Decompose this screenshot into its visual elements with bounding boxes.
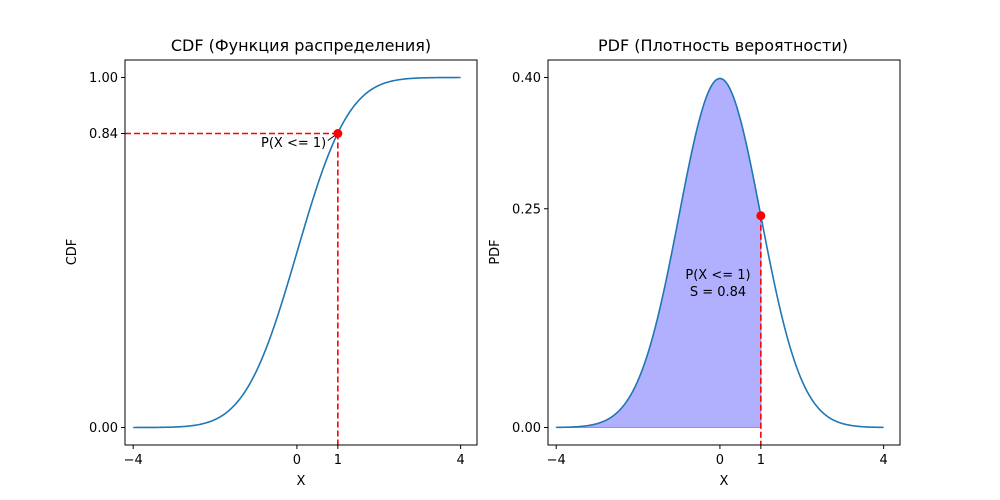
cdf-ticks: −4 0 1 4 0.00 0.84 1.00 <box>89 71 465 468</box>
pdf-x-tick-label: −4 <box>547 453 566 468</box>
pdf-y-tick-label: 0.40 <box>512 71 541 86</box>
cdf-x-tick-label: 4 <box>456 453 464 468</box>
pdf-x-axis-label: X <box>720 474 729 489</box>
cdf-x-axis-label: X <box>297 474 306 489</box>
cdf-annotation: P(X <= 1) <box>261 136 326 151</box>
cdf-panel: CDF (Функция распределения) −4 0 1 4 0.00 0.8… <box>65 36 478 489</box>
cdf-x-tick-label: 0 <box>293 453 301 468</box>
cdf-title: CDF (Функция распределения) <box>171 36 431 55</box>
pdf-y-tick-label: 0.00 <box>512 421 541 436</box>
pdf-plot-area <box>555 77 884 445</box>
pdf-x-tick-label: 1 <box>757 453 765 468</box>
pdf-axes-frame <box>547 59 901 446</box>
pdf-ticks: −4 0 1 4 0.00 0.25 0.40 <box>512 71 888 468</box>
cdf-y-tick-label: 1.00 <box>89 71 118 86</box>
cdf-x-tick-label: −4 <box>124 453 143 468</box>
pdf-shaded-area <box>555 77 762 428</box>
cdf-curve <box>133 76 461 429</box>
pdf-x-tick-label: 4 <box>879 453 887 468</box>
pdf-annotation-line-2: S = 0.84 <box>690 285 746 300</box>
pdf-annotation-line-1: P(X <= 1) <box>685 268 750 283</box>
pdf-title: PDF (Плотность вероятности) <box>598 36 848 55</box>
cdf-point-marker <box>333 129 343 138</box>
cdf-axes-frame <box>124 59 478 446</box>
pdf-x-tick-label: 0 <box>716 453 724 468</box>
pdf-curve <box>556 77 884 429</box>
cdf-y-axis-label: CDF <box>65 239 80 266</box>
pdf-point-marker <box>756 211 766 221</box>
pdf-panel: PDF (Плотность вероятности) −4 0 1 4 0.00 0.2… <box>488 36 901 489</box>
cdf-annotation-arrow <box>327 135 336 141</box>
cdf-x-tick-label: 1 <box>334 453 342 468</box>
cdf-y-tick-label: 0.00 <box>89 421 118 436</box>
pdf-y-axis-label: PDF <box>488 239 503 264</box>
cdf-y-tick-label: 0.84 <box>89 127 118 142</box>
pdf-y-tick-label: 0.25 <box>512 202 541 217</box>
cdf-plot-area <box>125 76 461 445</box>
